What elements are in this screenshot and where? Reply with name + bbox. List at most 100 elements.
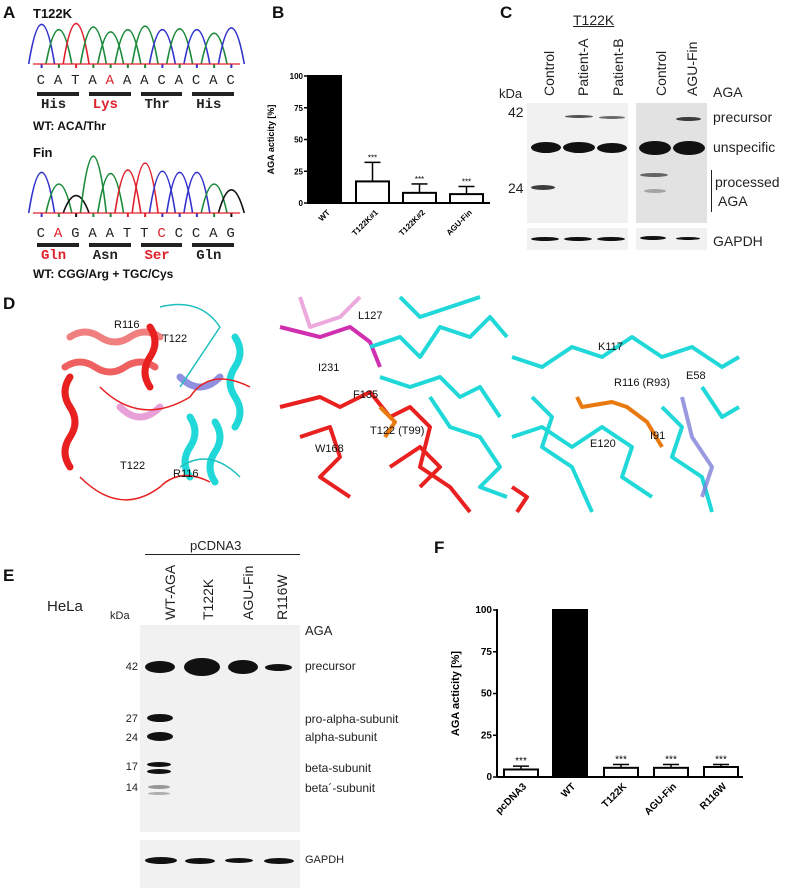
kda-label-e: kDa [110,610,130,622]
blot-c-right [636,103,707,223]
codon-amino-acid: His [41,97,67,113]
processed-bracket [711,170,712,212]
bar-AGU-Fin [653,766,689,779]
trace-peak-T [62,23,90,65]
panel-label-a: A [3,3,16,22]
codon-amino-acid: Gln [196,248,222,264]
sequence-base: C [226,73,235,89]
sequence-base: A [105,73,115,89]
kda-label-c: kDa [499,86,523,101]
fin-wt-note: WT: CGG/Arg + TGC/Cys [33,267,174,281]
sequence-base: C [157,226,166,242]
label-unspecific-c: unspecific [713,139,776,155]
label-processed-c: processed [715,174,780,190]
y-axis-label: AGA acticity [%] [450,651,462,737]
y-tick-label: 75 [481,647,493,658]
codon-amino-acid: Thr [144,97,170,113]
label-gapdh-c: GAPDH [713,233,763,249]
sequence-base: A [174,73,184,89]
panel-label-c: C [500,3,513,22]
y-tick-label: 0 [486,772,492,783]
t122-environment-structure [279,295,509,514]
vector-label: pCDNA3 [190,538,242,553]
codon-amino-acid: Gln [41,248,67,264]
significance-marker: *** [515,756,527,767]
trace-peak-A [200,32,228,65]
lane-label-e: R116W [274,574,290,620]
sequence-base: A [53,226,63,242]
codon-amino-acid: Ser [144,248,170,264]
label-precursor-c: precursor [713,109,773,125]
residue-label: R116 [114,319,140,331]
blot-c-left [527,103,628,223]
t122k-title: T122K [33,6,73,21]
sequence-base: C [191,226,201,242]
blot-e-aga [140,625,300,832]
codon-bar [192,243,234,247]
sequence-base: A [53,73,63,89]
kda-marker-e: 14 [125,782,138,794]
sequence-base: A [209,73,218,89]
cell-line-label: HeLa [47,598,83,615]
sequence-base: A [209,226,218,242]
y-tick-label: 75 [294,104,303,113]
x-tick-label: AGU-Fin [643,781,679,817]
trace-peak-G [217,189,246,214]
y-tick-label: 25 [481,730,493,741]
codon-amino-acid: Asn [92,248,118,264]
marker-24-c: 24 [508,180,524,196]
sequence-base: C [157,73,166,89]
trace-peak-A [96,31,125,65]
lane-label-c: Patient-A [575,38,591,96]
bar-WT [307,75,342,204]
sequence-base: T [71,73,80,89]
sequence-base: C [191,73,201,89]
y-tick-label: 50 [481,689,493,700]
panel-label-e: E [3,566,15,585]
trace-peak-A [96,173,125,214]
lane-label-c: AGU-Fin [684,41,700,96]
t122k-group-label: T122K [573,12,615,28]
y-tick-label: 100 [475,605,492,616]
r116-environment-structure [510,335,741,514]
trace-peak-C [165,171,194,214]
residue-label: R116 (R93) [614,377,671,389]
band-label-e: beta-subunit [305,761,372,775]
sequence-base: C [174,226,184,242]
label-aga-c: AGA [713,84,743,100]
lane-label-c: Control [653,50,669,96]
panel-label-f: F [434,538,445,557]
codon-bar [140,243,183,247]
sequence-base: A [105,226,115,242]
band-label-e: precursor [305,659,356,673]
blot-e-gapdh [140,840,300,888]
x-tick-label: pcDNA3 [494,781,530,817]
trace-peak-A [45,29,73,65]
bar-R116W [703,765,739,778]
kda-marker-e: 42 [125,661,138,673]
trace-peak-A [165,28,194,65]
trace-peak-T [114,169,142,214]
trace-peak-C [27,171,56,214]
significance-marker: *** [715,754,727,765]
label-gapdh-e: GAPDH [305,854,345,866]
fin-chromatogram [27,155,246,217]
trace-peak-C [217,27,246,65]
residue-label: K117 [598,341,623,353]
residue-label: L127 [358,310,383,322]
codon-bar [37,92,79,96]
kda-marker-e: 24 [125,732,138,744]
sequence-base: A [88,226,97,242]
trace-peak-A [79,26,108,65]
band-label-e: AGA [305,623,333,638]
x-tick-label: R116W [698,781,729,812]
codon-amino-acid: His [196,97,222,113]
trace-peak-A [131,25,159,65]
trace-peak-C [183,29,211,65]
trace-peak-C [148,29,177,65]
codon-bar [88,92,131,96]
trace-peak-C [148,170,177,214]
trace-peak-C [183,171,211,214]
trace-peak-A [45,183,73,214]
